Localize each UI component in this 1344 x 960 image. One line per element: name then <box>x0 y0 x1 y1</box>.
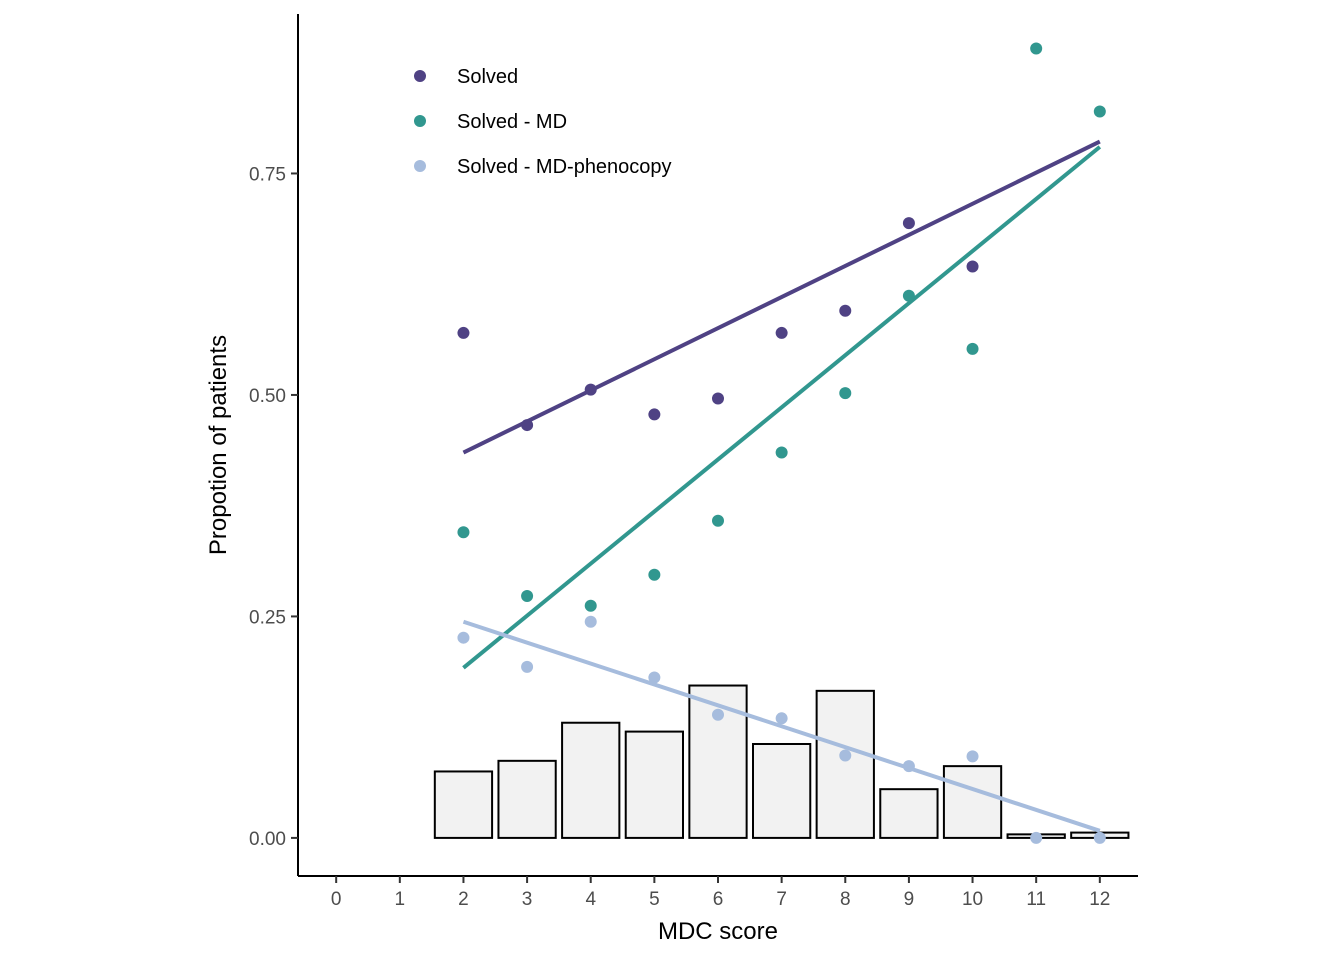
point-series-1-x12 <box>1093 105 1106 118</box>
y-tick-label: 0.25 <box>249 607 286 628</box>
point-series-0-x2 <box>457 326 470 339</box>
x-tick-label: 11 <box>1026 889 1046 910</box>
fit-lines-layer <box>462 139 1102 833</box>
fit-line-1 <box>462 145 1102 670</box>
histogram-bar-3 <box>497 759 557 839</box>
histogram-bar-9 <box>879 788 939 839</box>
ticks-layer: 0 1 2 3 4 5 6 7 8 9 10 11 120.000.250.500.75 <box>249 164 1110 910</box>
point-series-2-x9 <box>902 760 915 773</box>
point-series-2-x12 <box>1093 831 1106 844</box>
point-series-2-x3 <box>521 660 534 673</box>
histogram-bar-7 <box>752 742 812 839</box>
x-tick-label: 0 <box>331 889 342 910</box>
point-series-1-x3 <box>521 590 534 603</box>
points-layer <box>457 42 1106 844</box>
point-series-1-x2 <box>457 526 470 539</box>
point-series-0-x7 <box>775 326 788 339</box>
point-series-1-x5 <box>648 568 661 581</box>
histogram-bar-6 <box>688 684 748 839</box>
point-series-2-x10 <box>966 750 979 763</box>
point-series-1-x11 <box>1030 42 1043 55</box>
point-series-1-x9 <box>902 289 915 302</box>
point-series-0-x8 <box>839 304 852 317</box>
legend-label-2: Solved - MD-phenocopy <box>457 156 672 178</box>
x-tick-label: 3 <box>522 889 533 910</box>
point-series-2-x4 <box>584 615 597 628</box>
legend-key-1 <box>414 115 426 127</box>
point-series-1-x10 <box>966 342 979 355</box>
point-series-1-x4 <box>584 599 597 612</box>
x-tick-label: 9 <box>904 889 915 910</box>
y-tick-label: 0.00 <box>249 829 286 850</box>
histogram-bar-5 <box>624 730 685 839</box>
legend-key-0 <box>414 70 426 82</box>
x-tick-label: 6 <box>713 889 724 910</box>
x-tick-label: 2 <box>458 889 469 910</box>
point-series-0-x10 <box>966 260 979 273</box>
x-tick-label: 1 <box>395 889 406 910</box>
point-series-0-x3 <box>521 419 534 432</box>
point-series-2-x2 <box>457 631 470 644</box>
point-series-2-x7 <box>775 712 788 725</box>
point-series-0-x9 <box>902 217 915 230</box>
y-tick-label: 0.75 <box>249 164 286 185</box>
point-series-2-x6 <box>712 708 724 721</box>
x-tick-label: 5 <box>649 889 660 910</box>
fit-line-2 <box>462 619 1101 833</box>
point-series-2-x8 <box>839 749 852 762</box>
y-axis-title: Propotion of patients <box>205 335 232 555</box>
y-tick-label: 0.50 <box>249 386 286 407</box>
legend: Solved Solved - MD Solved - MD-phenocopy <box>414 66 672 178</box>
x-axis-title: MDC score <box>658 918 778 945</box>
point-series-0-x5 <box>648 408 661 421</box>
legend-label-0: Solved <box>457 66 518 88</box>
point-series-2-x5 <box>648 671 661 684</box>
histogram-bar-10 <box>942 765 1003 839</box>
x-tick-label: 12 <box>1089 889 1110 910</box>
histogram-bar-4 <box>561 721 621 839</box>
bars-layer <box>433 684 1130 839</box>
histogram-bar-8 <box>815 689 875 839</box>
point-series-1-x7 <box>775 446 788 459</box>
legend-label-1: Solved - MD <box>457 111 567 133</box>
x-tick-label: 7 <box>776 889 787 910</box>
point-series-2-x11 <box>1030 831 1043 844</box>
x-tick-label: 10 <box>962 889 983 910</box>
legend-key-2 <box>414 160 426 172</box>
point-series-0-x6 <box>712 392 724 405</box>
point-series-1-x8 <box>839 387 852 400</box>
point-series-0-x4 <box>584 383 597 396</box>
x-tick-label: 8 <box>840 889 851 910</box>
fit-line-0 <box>462 139 1101 455</box>
histogram-bar-2 <box>433 770 494 839</box>
x-tick-label: 4 <box>585 889 596 910</box>
point-series-1-x6 <box>712 514 724 527</box>
